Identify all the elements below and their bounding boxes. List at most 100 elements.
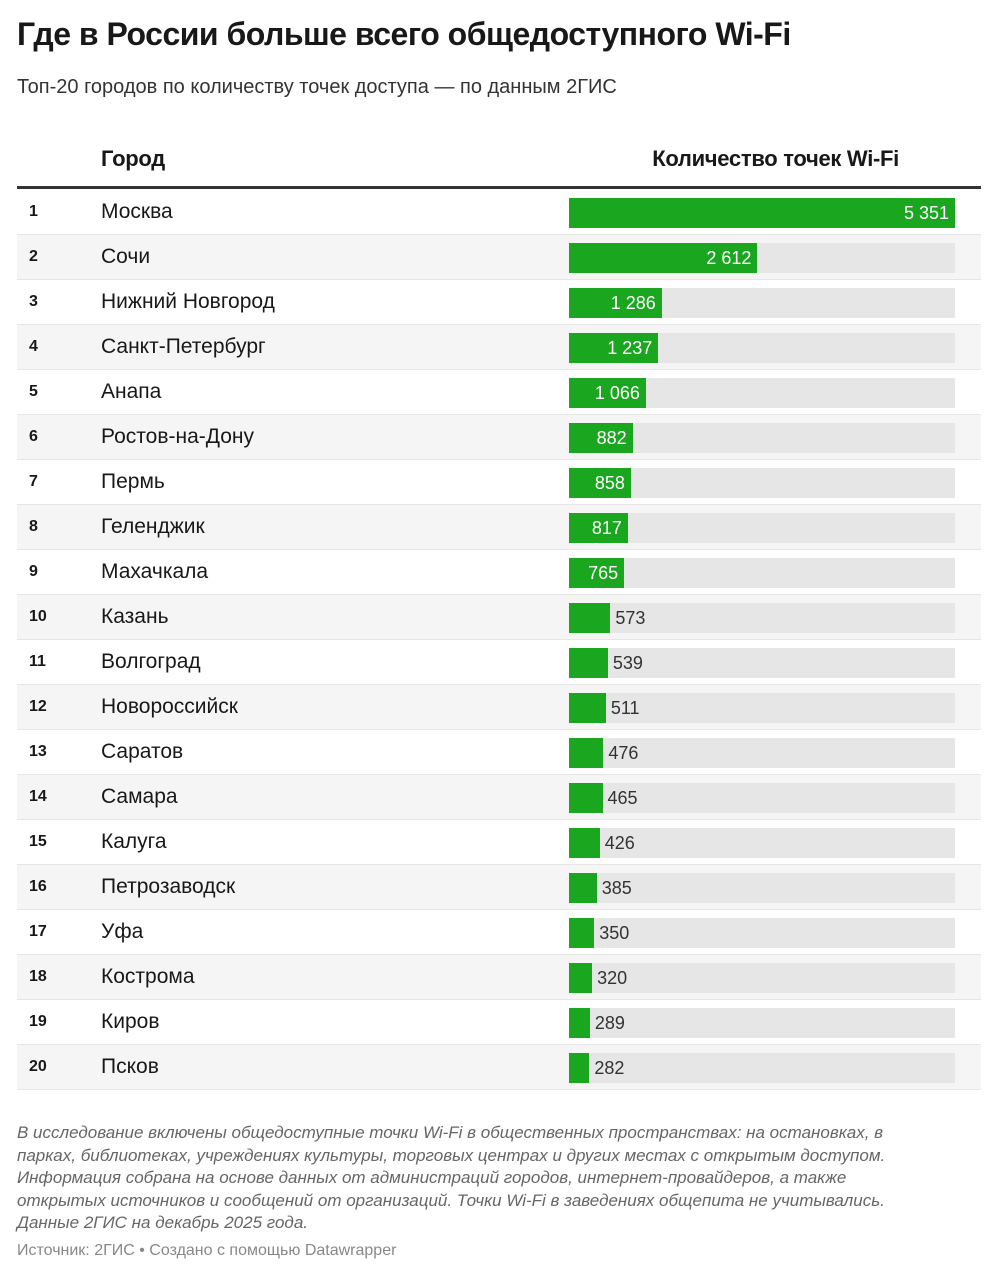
bar-track: 350 [569,918,955,948]
table-row: 6 Ростов-на-Дону 882 [17,415,981,460]
value-label: 1 237 [607,338,653,358]
table-row: 18 Кострома 320 [17,955,981,1000]
value-label: 2 612 [706,248,752,268]
bar-track: 5 351 [569,198,955,228]
bar-track: 2 612 [569,243,955,273]
rank-cell: 1 [29,203,38,220]
bar [569,468,631,498]
notes-line: открытых источников и сообщений от орган… [17,1190,885,1210]
rank-cell: 13 [29,743,47,760]
rank-cell: 17 [29,923,47,940]
bar-track: 1 066 [569,378,955,408]
city-cell: Волгоград [101,650,201,673]
column-header-value[interactable]: Количество точек Wi-Fi [652,146,899,171]
value-label: 426 [604,833,635,853]
bar-track: 539 [569,648,955,678]
rank-cell: 10 [29,608,47,625]
value-label: 5 351 [903,203,949,223]
table-row: 9 Махачкала 765 [17,550,981,595]
table-row: 7 Пермь 858 [17,460,981,505]
rank-cell: 12 [29,698,47,715]
value-label: 282 [594,1058,625,1078]
column-header-city[interactable]: Город [101,146,165,171]
bar-track: 465 [569,783,955,813]
bar [569,1053,590,1083]
bar [569,288,662,318]
bar-track: 385 [569,873,955,903]
notes-line: Информация собрана на основе данных от а… [17,1168,847,1187]
bar [569,378,646,408]
bar-track: 289 [569,1008,955,1038]
bar [569,198,955,228]
rank-cell: 4 [29,338,38,355]
value-label: 385 [601,878,632,898]
value-label: 817 [591,518,622,538]
value-label: 858 [594,473,625,493]
table-row: 16 Петрозаводск 385 [17,865,981,910]
table-row: 13 Саратов 476 [17,730,981,775]
rank-cell: 6 [29,428,38,445]
bar [569,558,625,588]
table-row: 20 Псков 282 [17,1045,981,1090]
value-label: 320 [597,968,628,988]
value-label: 289 [594,1013,625,1033]
rank-cell: 16 [29,878,47,895]
value-label: 465 [607,788,638,808]
rank-cell: 15 [29,833,47,850]
value-label: 1 286 [610,293,656,313]
bar-track: 817 [569,513,955,543]
value-label: 882 [596,428,627,448]
bar-track: 476 [569,738,955,768]
table-row: 17 Уфа 350 [17,910,981,955]
rank-cell: 2 [29,248,38,265]
city-cell: Уфа [101,920,144,943]
city-cell: Махачкала [101,560,209,583]
bar-track: 765 [569,558,955,588]
rank-cell: 3 [29,293,38,310]
table-row: 12 Новороссийск 511 [17,685,981,730]
rank-cell: 8 [29,518,38,535]
header-divider [17,186,981,189]
table-row: 2 Сочи 2 612 [17,235,981,280]
table-row: 3 Нижний Новгород 1 286 [17,280,981,325]
bar [569,423,633,453]
table-row: 11 Волгоград 539 [17,640,981,685]
bar-track: 573 [569,603,955,633]
rank-cell: 11 [29,653,46,670]
bar-track: 320 [569,963,955,993]
bar-track: 1 286 [569,288,955,318]
city-cell: Геленджик [101,515,205,538]
table-row: 10 Казань 573 [17,595,981,640]
table-row: 19 Киров 289 [17,1000,981,1045]
bar [569,603,611,633]
rank-cell: 18 [29,968,47,985]
city-cell: Кострома [101,965,195,988]
bar [569,873,597,903]
rank-cell: 14 [29,788,47,805]
city-cell: Киров [101,1010,160,1033]
bar [569,738,604,768]
table-row: 14 Самара 465 [17,775,981,820]
city-cell: Ростов-на-Дону [101,425,254,448]
city-cell: Нижний Новгород [101,290,275,313]
rank-cell: 7 [29,473,38,490]
bar-track: 426 [569,828,955,858]
rank-cell: 19 [29,1013,47,1030]
value-label: 765 [588,563,619,583]
table-row: 15 Калуга 426 [17,820,981,865]
bar [569,963,593,993]
bar [569,513,628,543]
bar [569,1008,590,1038]
source-footer: Источник: 2ГИС • Создано с помощью Dataw… [17,1242,397,1259]
bar [569,648,608,678]
bar [569,243,758,273]
city-cell: Калуга [101,830,167,853]
value-label: 1 066 [594,383,640,403]
city-cell: Петрозаводск [101,875,236,898]
rank-cell: 20 [29,1058,47,1075]
value-label: 539 [612,653,643,673]
rank-cell: 9 [29,563,38,580]
notes-line: В исследование включены общедоступные то… [17,1123,884,1142]
notes-line: Данные 2ГИС на декабрь 2025 года. [17,1213,308,1232]
city-cell: Пермь [101,470,165,493]
